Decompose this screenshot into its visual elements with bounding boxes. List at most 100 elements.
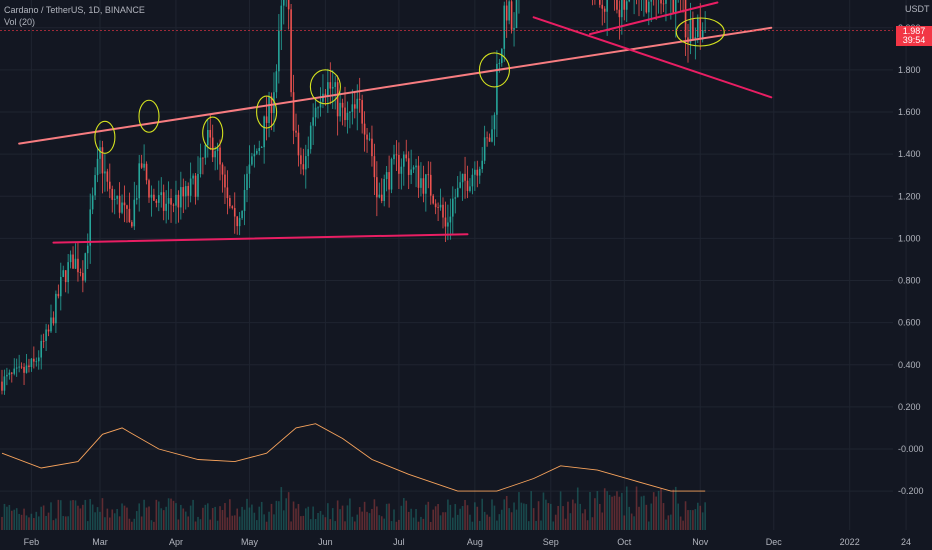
symbol-title[interactable]: Cardano / TetherUS, 1D, BINANCE — [4, 5, 145, 15]
volume-bar — [207, 503, 209, 530]
price-tick-label: 1.600 — [898, 107, 921, 117]
candle-body — [135, 198, 138, 200]
volume-bar — [540, 520, 542, 530]
time-tick-label: May — [241, 537, 259, 547]
time-tick-label: Jul — [393, 537, 405, 547]
candle-body — [390, 159, 393, 190]
bar-countdown: 39:54 — [902, 34, 926, 45]
volume-bar — [297, 503, 300, 530]
candle-body — [388, 172, 390, 190]
volume-bar — [221, 509, 224, 530]
volume-bar — [6, 506, 8, 530]
volume-bar — [699, 505, 702, 530]
volume-bar — [67, 516, 69, 530]
volume-bar — [251, 504, 253, 530]
volume-bar — [322, 514, 324, 530]
volume-bar — [204, 504, 207, 530]
volume-bar — [40, 506, 42, 530]
candle-body — [91, 195, 94, 210]
candle-body — [410, 169, 412, 175]
price-tick-label: 1.200 — [898, 191, 921, 201]
volume-bar — [613, 495, 616, 530]
candle-body — [140, 163, 143, 168]
candle-body — [496, 63, 498, 115]
time-tick-label: Oct — [617, 537, 632, 547]
volume-bar — [547, 503, 550, 530]
candle-body — [273, 92, 275, 114]
price-tick-label: 1.000 — [898, 233, 921, 243]
volume-bar — [265, 521, 268, 530]
candle-body — [150, 194, 153, 198]
candle-body — [339, 102, 341, 117]
time-axis[interactable]: Feb Mar Apr May Jun Jul Aug Sep Oct Nov Dec 2022 24 — [24, 537, 911, 547]
volume-bar — [287, 492, 290, 530]
candle-body — [35, 361, 38, 363]
volume-bar — [116, 508, 118, 530]
volume-bar — [23, 508, 25, 530]
candle-body — [236, 216, 238, 227]
volume-bar — [701, 512, 704, 530]
volume-bar — [11, 510, 13, 530]
candle-body — [319, 101, 322, 108]
volume-bar — [704, 502, 706, 530]
volume-bar — [537, 501, 540, 530]
volume-bar — [601, 512, 604, 530]
volume-bar — [346, 505, 349, 530]
volume-bar — [434, 506, 437, 530]
volume-bar — [331, 508, 334, 530]
volume-bar — [84, 499, 87, 530]
volume-bar — [611, 496, 613, 530]
volume-bar — [361, 511, 363, 530]
candle-body — [356, 98, 359, 109]
highlight-circle — [675, 17, 725, 47]
volume-bar — [79, 508, 82, 530]
candle-body — [20, 366, 23, 368]
candle-body — [268, 96, 270, 123]
candle-body — [104, 171, 106, 174]
candle-body — [444, 217, 447, 227]
volume-bar — [567, 501, 569, 530]
candle-body — [160, 192, 163, 196]
volume-bar — [292, 501, 295, 530]
candle-body — [439, 204, 442, 208]
candle-body — [476, 169, 479, 176]
volume-bar — [64, 516, 67, 530]
candle-body — [400, 166, 403, 174]
volume-bar — [35, 511, 38, 530]
volume-bar — [351, 516, 354, 530]
candle-body — [72, 254, 74, 269]
candle-body — [314, 107, 317, 118]
volume-bar — [437, 503, 439, 530]
candle-body — [1, 381, 3, 391]
price-axis[interactable]: 3.2003.0002.8002.6002.4002.2002.0001.800… — [898, 0, 924, 496]
volume-indicator-label[interactable]: Vol (20) — [4, 17, 36, 27]
volume-bar — [20, 514, 23, 530]
candle-body — [111, 188, 114, 200]
volume-bar — [300, 516, 302, 530]
volume-bar — [202, 507, 204, 530]
volume-bar — [576, 487, 579, 530]
volume-bar — [248, 507, 251, 530]
volume-bar — [339, 509, 341, 530]
candle-body — [197, 173, 199, 197]
volume-bar — [518, 492, 520, 530]
candle-body — [603, 8, 606, 12]
candle-body — [241, 210, 243, 219]
candle-body — [248, 164, 251, 174]
volume-bar — [390, 521, 393, 530]
volume-bar — [47, 512, 50, 530]
volume-bar — [574, 503, 577, 530]
candle-body — [427, 174, 430, 176]
volume-bar — [562, 506, 564, 530]
volume-bar — [530, 491, 532, 530]
candle-body — [454, 197, 457, 199]
candle-body — [349, 111, 351, 113]
candle-body — [175, 194, 177, 206]
volume-bar — [52, 520, 55, 530]
volume-bar — [72, 500, 74, 530]
candle-body — [182, 187, 185, 197]
volume-bar — [192, 499, 194, 530]
candle-body — [84, 253, 87, 281]
time-tick-label: 2022 — [840, 537, 860, 547]
